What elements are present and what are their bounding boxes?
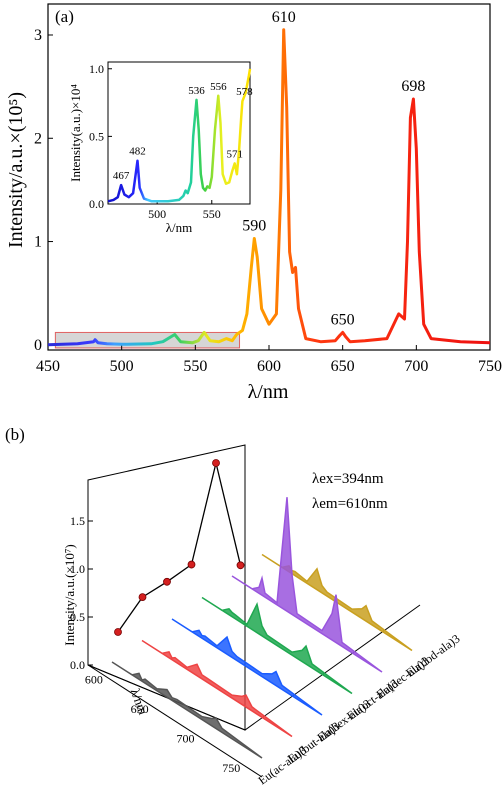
inset-peak-label: 578 — [236, 86, 253, 98]
x-axis-ticks: 450 500 550 600 650 700 750 — [36, 345, 502, 375]
intensity-point — [138, 593, 147, 601]
annotation-excitation: λex=394nm — [312, 471, 384, 487]
b-x-tick-label: 600 — [85, 673, 103, 687]
b-y-tick-label: 1.5 — [70, 514, 85, 528]
x-tick-label: 450 — [36, 358, 60, 375]
b-x-tick-label: 650 — [131, 702, 149, 716]
spectrum-1 — [111, 661, 263, 759]
y-axis-title: Intensity/a.u.×(10⁵) — [5, 92, 27, 248]
peak-label: 610 — [272, 9, 296, 26]
b-y-tick-label: 0.0 — [70, 658, 85, 672]
spectrum-4 — [201, 596, 353, 695]
x-tick-label: 550 — [183, 358, 207, 375]
inset-peak-label: 536 — [188, 85, 205, 97]
inset-spectrum-line — [107, 68, 252, 203]
inset-y-tick-label: 0.5 — [89, 129, 104, 143]
spectrum-5 — [231, 497, 383, 673]
x-tick-label: 600 — [257, 358, 281, 375]
y-axis-ticks: 0 1 2 3 — [34, 27, 53, 354]
b-y-tick-label: 1.0 — [70, 562, 85, 576]
x-tick-label: 500 — [110, 358, 134, 375]
peak-label: 698 — [401, 78, 425, 95]
b-x-tick-label: 700 — [176, 732, 194, 746]
y-tick-label: 2 — [34, 130, 42, 147]
annotation-emission: λem=610nm — [312, 496, 388, 512]
x-tick-label: 750 — [478, 358, 502, 375]
intensity-point — [236, 561, 245, 570]
inset-peak-labels: 467 482 536 556 571 578 — [113, 81, 253, 182]
panel-a: (a) 0 1 2 3 450 500 550 600 650 700 750 590 610 650… — [5, 3, 502, 403]
y-tick-label: 3 — [34, 27, 42, 44]
inset-chart: 0.0 0.5 1.0 500 550 467 482 536 556 571 578 λ/nm… — [68, 61, 253, 235]
emission-spectrum-line — [47, 28, 491, 347]
inset-peak-label: 556 — [210, 81, 227, 93]
spectrum-2 — [141, 639, 293, 738]
inset-y-tick-label: 0.0 — [89, 197, 104, 211]
depth-axis — [87, 664, 263, 778]
peak-labels: 590 610 650 698 — [242, 9, 425, 329]
inset-y-ticks: 0.0 0.5 1.0 — [89, 62, 112, 211]
y-tick-label: 0 — [34, 337, 42, 354]
inset-peak-label: 571 — [226, 148, 243, 160]
intensity-point — [212, 459, 220, 467]
spectrum-3 — [171, 618, 323, 716]
inset-frame — [107, 61, 251, 205]
peak-label: 650 — [331, 311, 355, 328]
inset-x-tick-label: 500 — [148, 207, 166, 221]
floor-axis — [87, 604, 421, 731]
y-tick-label: 1 — [34, 234, 42, 251]
x-axis-title: λ/nm — [248, 381, 289, 403]
inset-peak-label: 467 — [113, 170, 130, 182]
b-x-tick-label: 750 — [222, 761, 240, 775]
intensity-trend-line — [117, 462, 242, 633]
inset-y-tick-label: 1.0 — [89, 62, 104, 76]
b-y-tick-label: 0.5 — [70, 610, 85, 624]
stacked-spectra — [111, 497, 413, 759]
intensity-point — [114, 628, 122, 636]
inset-x-axis-title: λ/nm — [166, 220, 193, 235]
panel-b: (b) 0.0 0.5 1.0 1.5 600 650 700 750 Intensity/… — [5, 425, 462, 787]
x-tick-label: 650 — [331, 358, 355, 375]
peak-label: 590 — [242, 217, 266, 234]
inset-y-axis-title: Intensity(a.u.)×10⁴ — [68, 84, 83, 182]
intensity-point — [187, 560, 196, 569]
intensity-points — [114, 459, 245, 636]
inset-x-tick-label: 550 — [203, 207, 221, 221]
b-y-axis-ticks: 0.0 0.5 1.0 1.5 — [70, 514, 93, 672]
inset-peak-label: 482 — [129, 146, 146, 158]
b-x-axis-ticks: 600 650 700 750 — [85, 673, 240, 775]
intensity-point — [163, 577, 171, 586]
sample-label: Eu(dod-ala)3 — [403, 631, 462, 680]
panel-a-label: (a) — [55, 7, 74, 26]
x-tick-label: 700 — [404, 358, 428, 375]
b-y-axis-title: Intensity/a.u.(×10⁷) — [62, 544, 77, 645]
panel-b-label: (b) — [5, 425, 25, 444]
